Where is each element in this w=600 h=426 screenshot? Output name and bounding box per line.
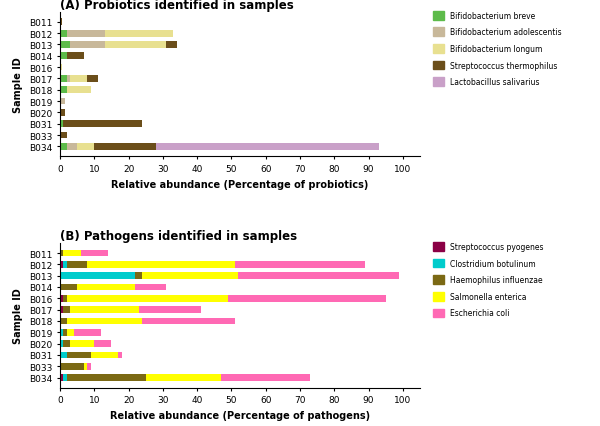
Bar [64, 374, 67, 381]
Bar [60, 31, 67, 37]
Bar [67, 76, 70, 83]
X-axis label: Relative abundance (Percentage of probiotics): Relative abundance (Percentage of probio… [112, 179, 368, 189]
Bar [67, 352, 91, 359]
Bar [60, 363, 84, 370]
Legend: Streptococcus pyogenes, Clostridium botulinum, Haemophilus influenzae, Salmonell: Streptococcus pyogenes, Clostridium botu… [431, 240, 546, 320]
Bar [60, 19, 62, 26]
Bar [91, 352, 118, 359]
Bar [67, 31, 104, 37]
Bar [60, 42, 70, 49]
Bar [70, 76, 88, 83]
Bar [67, 318, 142, 325]
Bar [139, 307, 200, 313]
Bar [60, 98, 65, 105]
Bar [156, 144, 379, 150]
Bar [60, 273, 136, 279]
Bar [64, 307, 70, 313]
Bar [64, 329, 67, 336]
Bar [60, 121, 64, 128]
Bar [60, 307, 64, 313]
Bar [67, 261, 88, 268]
Bar [166, 42, 176, 49]
Bar [104, 42, 166, 49]
Bar [60, 284, 77, 291]
Bar [60, 144, 67, 150]
Bar [60, 340, 64, 347]
Bar [84, 363, 88, 370]
Bar [238, 273, 400, 279]
X-axis label: Relative abundance (Percentage of pathogens): Relative abundance (Percentage of pathog… [110, 410, 370, 420]
Bar [67, 329, 74, 336]
Bar [60, 64, 62, 71]
Bar [60, 110, 65, 117]
Bar [77, 284, 136, 291]
Bar [64, 340, 70, 347]
Legend: Bifidobacterium breve, Bifidobacterium adolescentis, Bifidobacterium longum, Str: Bifidobacterium breve, Bifidobacterium a… [431, 9, 564, 89]
Y-axis label: Sample ID: Sample ID [13, 57, 23, 113]
Bar [80, 250, 108, 257]
Bar [67, 374, 146, 381]
Y-axis label: Sample ID: Sample ID [13, 288, 23, 343]
Bar [104, 31, 173, 37]
Bar [60, 352, 67, 359]
Bar [60, 318, 67, 325]
Bar [70, 42, 104, 49]
Bar [88, 261, 235, 268]
Bar [235, 261, 365, 268]
Bar [64, 250, 80, 257]
Bar [136, 284, 166, 291]
Bar [77, 144, 94, 150]
Bar [142, 318, 235, 325]
Bar [118, 352, 122, 359]
Bar [88, 363, 91, 370]
Bar [67, 53, 84, 60]
Bar [60, 132, 67, 139]
Bar [142, 273, 238, 279]
Bar [136, 273, 142, 279]
Bar [60, 87, 67, 94]
Bar [60, 53, 67, 60]
Text: (A) Probiotics identified in samples: (A) Probiotics identified in samples [60, 0, 294, 12]
Bar [60, 295, 64, 302]
Bar [64, 261, 67, 268]
Bar [94, 340, 112, 347]
Bar [70, 340, 94, 347]
Bar [67, 295, 228, 302]
Bar [146, 374, 221, 381]
Bar [67, 144, 77, 150]
Bar [94, 144, 156, 150]
Bar [64, 121, 142, 128]
Bar [228, 295, 386, 302]
Text: (B) Pathogens identified in samples: (B) Pathogens identified in samples [60, 229, 297, 242]
Bar [60, 329, 64, 336]
Bar [74, 329, 101, 336]
Bar [67, 87, 91, 94]
Bar [60, 76, 67, 83]
Bar [221, 374, 310, 381]
Bar [64, 295, 67, 302]
Bar [60, 374, 64, 381]
Bar [60, 261, 64, 268]
Bar [88, 76, 98, 83]
Bar [60, 250, 64, 257]
Bar [70, 307, 139, 313]
